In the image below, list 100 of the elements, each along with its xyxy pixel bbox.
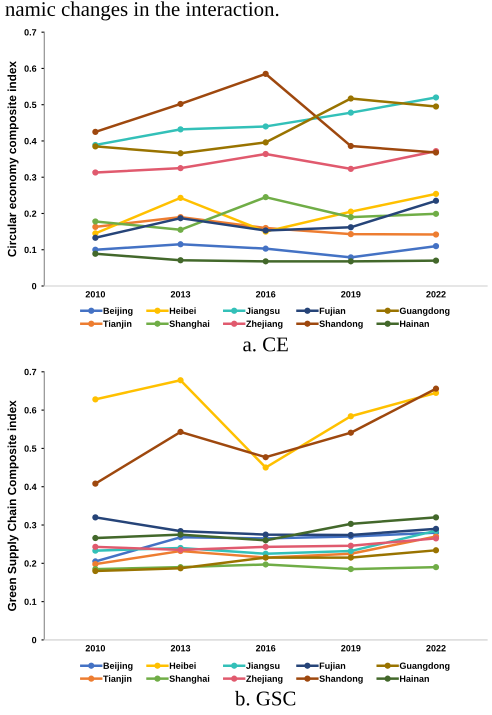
- x-tick-label: 2016: [256, 645, 276, 652]
- point: [348, 142, 354, 150]
- legend-label: Jiangsu: [246, 662, 280, 671]
- point: [92, 218, 98, 225]
- text: namic changes in the interaction.: [5, 1, 278, 20]
- point: [262, 531, 269, 538]
- legend-label: Fujian: [320, 307, 346, 316]
- point: [432, 94, 440, 101]
- y-axis-title: Circular economy composite index: [8, 61, 19, 257]
- point: [432, 514, 440, 520]
- y-tick-label: 0.5: [24, 102, 36, 108]
- legend-label: Hainan: [400, 675, 429, 682]
- point: [432, 242, 440, 250]
- point: [92, 128, 98, 136]
- point: [432, 190, 440, 198]
- point: [92, 250, 98, 257]
- legend-label: Tianjin: [103, 320, 132, 329]
- legend-label: Heibei: [170, 662, 196, 669]
- point: [262, 70, 269, 77]
- point: [348, 430, 354, 436]
- point: [92, 396, 98, 403]
- legend-label: Shandong: [319, 320, 363, 329]
- point: [348, 554, 354, 561]
- point: [348, 520, 354, 527]
- point: [432, 198, 440, 204]
- legend-label: Shandong: [319, 675, 363, 684]
- point: [92, 514, 98, 520]
- legend-label: Zhejiang: [246, 675, 282, 684]
- y-tick-label: 0.4: [24, 484, 37, 490]
- text: a. CE: [243, 337, 288, 352]
- y-tick-label: 0: [32, 636, 36, 644]
- legend-label: Guangdong: [400, 307, 450, 316]
- x-tick-label: 2022: [426, 291, 446, 298]
- y-tick-label: 0: [32, 282, 36, 290]
- point: [177, 428, 184, 436]
- point: [177, 150, 184, 156]
- point: [348, 413, 354, 420]
- x-tick-label: 2010: [86, 291, 106, 298]
- y-tick-label: 0.7: [24, 29, 36, 36]
- y-tick-label: 0.4: [24, 138, 37, 144]
- legend-label: Beijing: [104, 662, 132, 671]
- point: [348, 224, 354, 230]
- point: [177, 126, 184, 132]
- point: [262, 544, 269, 550]
- y-tick-label: 0.3: [24, 174, 36, 181]
- x-tick-label: 2010: [86, 645, 106, 652]
- legend-label: Shanghai: [169, 320, 210, 329]
- point: [262, 464, 269, 471]
- point: [177, 165, 184, 172]
- point: [432, 103, 440, 110]
- point: [262, 246, 269, 252]
- point: [348, 231, 354, 238]
- text: b. GSC: [235, 690, 296, 706]
- point: [262, 194, 269, 200]
- point: [177, 377, 184, 384]
- x-tick-label: 2022: [426, 645, 446, 652]
- point: [432, 257, 440, 264]
- legend-label: Jiangsu: [246, 307, 280, 316]
- point: [432, 564, 440, 570]
- point: [92, 480, 98, 487]
- point: [348, 542, 354, 549]
- legend-label: Hainan: [400, 320, 429, 327]
- x-tick-label: 2013: [170, 645, 190, 652]
- legend-label: Heibei: [170, 307, 196, 314]
- y-tick-label: 0.7: [24, 368, 36, 376]
- point: [348, 258, 354, 264]
- point: [348, 110, 354, 116]
- point: [177, 241, 184, 248]
- legend-label: Zhejiang: [246, 320, 282, 329]
- y-tick-label: 0.2: [24, 210, 36, 217]
- point: [348, 566, 354, 572]
- point: [92, 560, 98, 568]
- point: [177, 257, 184, 264]
- x-tick-label: 2019: [341, 645, 361, 652]
- y-tick-label: 0.2: [24, 560, 36, 567]
- y-tick-label: 0.3: [24, 522, 36, 528]
- point: [432, 231, 440, 238]
- point: [262, 123, 269, 130]
- point: [92, 224, 98, 230]
- point: [92, 544, 98, 550]
- point: [348, 548, 354, 554]
- point: [432, 547, 440, 554]
- y-tick-label: 0.1: [24, 246, 36, 254]
- point: [348, 166, 354, 172]
- point: [262, 454, 269, 460]
- legend-label: Tianjin: [103, 675, 132, 684]
- point: [262, 150, 269, 158]
- legend-label: Guangdong: [400, 662, 450, 671]
- point: [177, 531, 184, 538]
- x-tick-label: 2019: [341, 291, 361, 298]
- x-tick-label: 2016: [256, 291, 276, 298]
- y-tick-label: 0.1: [24, 598, 36, 605]
- legend-label: Beijing: [104, 307, 132, 316]
- y-tick-label: 0.5: [24, 445, 36, 452]
- point: [432, 210, 440, 217]
- point: [92, 234, 98, 241]
- point: [262, 139, 269, 146]
- point: [177, 100, 184, 108]
- y-tick-label: 0.6: [24, 407, 36, 414]
- point: [262, 258, 269, 264]
